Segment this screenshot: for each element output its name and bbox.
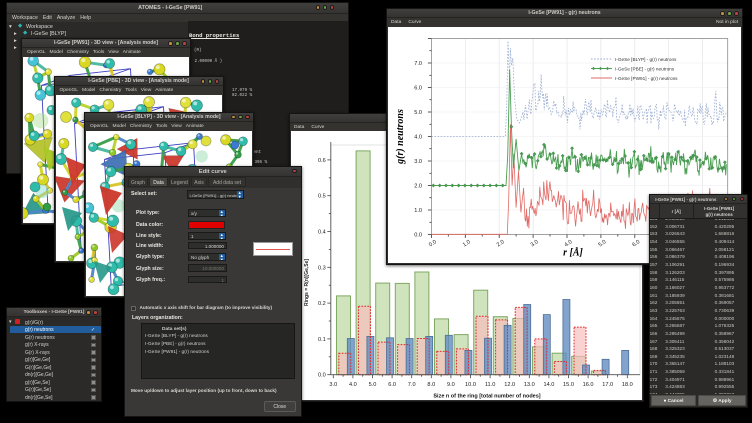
svg-text:14.0: 14.0 — [543, 382, 554, 388]
svg-text:6.0: 6.0 — [414, 85, 422, 91]
svg-text:4.0: 4.0 — [414, 134, 422, 140]
svg-text:7.0: 7.0 — [408, 382, 416, 388]
svg-text:0.0: 0.0 — [414, 232, 422, 238]
svg-text:6.0: 6.0 — [631, 239, 641, 248]
svg-text:0.2: 0.2 — [318, 301, 326, 307]
svg-text:r [Å]: r [Å] — [563, 246, 583, 258]
svg-text:0.0: 0.0 — [318, 372, 326, 378]
svg-text:15.0: 15.0 — [563, 382, 574, 388]
svg-text:0.3: 0.3 — [318, 265, 326, 271]
svg-text:0.5: 0.5 — [318, 193, 326, 199]
svg-text:6.0: 6.0 — [388, 382, 396, 388]
svg-text:0.4: 0.4 — [318, 229, 326, 235]
svg-text:9.0: 9.0 — [447, 382, 455, 388]
svg-text:2.0: 2.0 — [414, 183, 422, 189]
svg-text:I-GeSe [BLYP] - g(r) neutrons: I-GeSe [BLYP] - g(r) neutrons — [615, 56, 677, 61]
svg-text:1.0: 1.0 — [462, 239, 472, 248]
svg-text:0.0: 0.0 — [428, 239, 438, 248]
svg-text:3.0: 3.0 — [329, 382, 337, 388]
svg-text:5.0: 5.0 — [598, 239, 608, 248]
svg-text:3.0: 3.0 — [414, 159, 422, 165]
svg-text:I-GeSe [PW91] - g(r) neutrons: I-GeSe [PW91] - g(r) neutrons — [615, 75, 678, 80]
svg-text:Size n of the ring [total numb: Size n of the ring [total number of node… — [433, 393, 540, 399]
svg-text:7.0: 7.0 — [414, 61, 422, 67]
svg-text:I-GeSe [PBE] - g(r) neutrons: I-GeSe [PBE] - g(r) neutrons — [615, 66, 675, 71]
svg-text:3.0: 3.0 — [530, 239, 540, 248]
svg-text:17.0: 17.0 — [602, 382, 613, 388]
svg-text:0.6: 0.6 — [318, 157, 326, 163]
svg-text:4.0: 4.0 — [564, 239, 574, 248]
svg-text:4.0: 4.0 — [349, 382, 357, 388]
svg-text:12.0: 12.0 — [504, 382, 515, 388]
svg-text:Rings = R(n)[Ge,Se]: Rings = R(n)[Ge,Se] — [304, 258, 310, 305]
svg-text:11.0: 11.0 — [485, 382, 495, 388]
svg-text:1.0: 1.0 — [414, 208, 422, 214]
svg-text:g(r) neutrons: g(r) neutrons — [395, 109, 406, 165]
svg-text:16.0: 16.0 — [583, 382, 594, 388]
svg-text:5.0: 5.0 — [369, 382, 377, 388]
svg-text:2.0: 2.0 — [496, 239, 506, 248]
svg-text:0.1: 0.1 — [318, 336, 326, 342]
svg-text:8.0: 8.0 — [427, 382, 435, 388]
svg-text:10.0: 10.0 — [465, 382, 476, 388]
svg-text:18.0: 18.0 — [622, 382, 633, 388]
svg-text:13.0: 13.0 — [524, 382, 535, 388]
svg-text:5.0: 5.0 — [414, 110, 422, 116]
